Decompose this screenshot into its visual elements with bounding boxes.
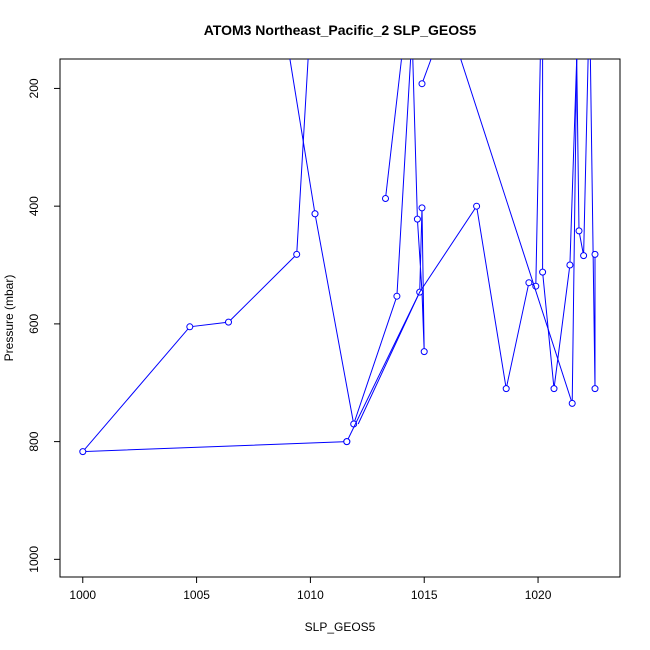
data-point [311, 210, 319, 218]
data-point [343, 438, 351, 446]
data-point [418, 80, 426, 88]
chart-title: ATOM3 Northeast_Pacific_2 SLP_GEOS5 [204, 22, 477, 38]
data-point [473, 202, 481, 210]
series-layer [79, 58, 599, 456]
x-axis-label: SLP_GEOS5 [305, 620, 376, 634]
y-tick-label: 800 [27, 431, 41, 451]
data-point [539, 268, 547, 276]
series-line [421, 58, 432, 84]
data-point [550, 385, 558, 393]
series-line [460, 58, 578, 404]
y-tick-label: 200 [27, 78, 41, 98]
data-point [591, 250, 599, 258]
data-point [591, 385, 599, 393]
y-axis: 200 400 600 800 1000 [27, 78, 60, 573]
data-point [418, 204, 426, 212]
x-tick-label: 1020 [525, 588, 552, 602]
series-line [314, 58, 412, 426]
series-line [385, 58, 402, 199]
y-axis-label: Pressure (mbar) [2, 275, 16, 362]
data-point [186, 323, 194, 331]
plot-area-frame [59, 58, 621, 578]
data-point [293, 250, 301, 258]
data-point [502, 385, 510, 393]
y-tick-label: 1000 [27, 546, 41, 573]
series-line [346, 58, 425, 442]
x-tick-label: 1000 [69, 588, 96, 602]
data-point [393, 292, 401, 300]
x-tick-label: 1005 [183, 588, 210, 602]
data-point [420, 348, 428, 356]
data-point [580, 252, 588, 260]
data-point [413, 215, 421, 223]
data-point [225, 318, 232, 326]
data-point [525, 279, 533, 287]
data-point [382, 195, 389, 202]
data-point [79, 448, 87, 456]
data-point [566, 261, 574, 269]
y-tick-label: 600 [27, 314, 41, 334]
y-tick-label: 400 [27, 196, 41, 216]
x-axis: 1000 1005 1010 1015 1020 [69, 577, 552, 602]
data-point [568, 399, 576, 407]
series-line [576, 58, 589, 256]
series-line [81, 58, 347, 453]
series-line [589, 58, 596, 389]
series-line [289, 58, 316, 214]
data-point [575, 227, 583, 235]
series-line [542, 58, 578, 389]
x-tick-label: 1015 [411, 588, 438, 602]
series-line [357, 58, 541, 425]
x-tick-label: 1010 [297, 588, 324, 602]
